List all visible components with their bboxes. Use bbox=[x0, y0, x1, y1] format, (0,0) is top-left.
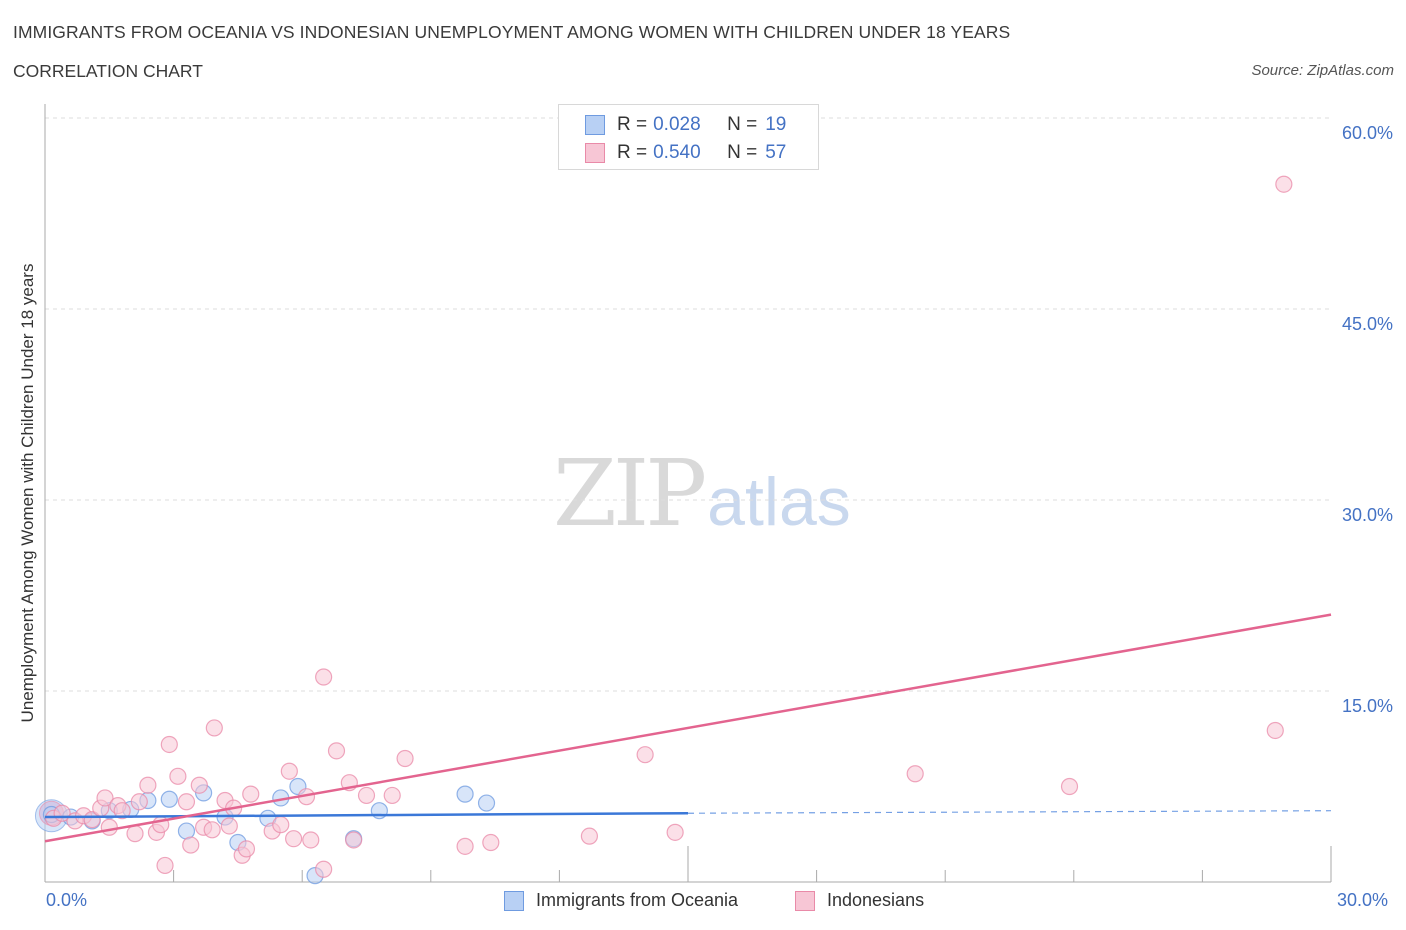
oceania-point bbox=[477, 794, 496, 812]
indonesian-point bbox=[906, 765, 924, 783]
indonesian-point bbox=[169, 767, 187, 785]
stats-legend-row-indonesians: R = 0.540 N = 57 bbox=[585, 141, 786, 165]
indonesian-point bbox=[456, 837, 474, 855]
indonesian-point bbox=[205, 719, 223, 737]
axes bbox=[44, 104, 1332, 883]
indonesian-point bbox=[139, 776, 157, 794]
indonesian-point bbox=[383, 786, 401, 805]
indonesian-point bbox=[482, 833, 500, 852]
indonesian-point bbox=[636, 746, 654, 764]
indonesian-point bbox=[357, 786, 376, 805]
indonesian-point bbox=[302, 831, 320, 849]
grid-lines bbox=[45, 117, 1331, 692]
indonesian-point bbox=[237, 840, 256, 858]
indonesian-point bbox=[345, 831, 363, 849]
chart-subtitle: CORRELATION CHART bbox=[13, 61, 203, 81]
indonesian-point bbox=[100, 818, 118, 836]
indonesian-point bbox=[280, 762, 298, 780]
r-label: R = bbox=[617, 142, 648, 163]
oceania-trend-line bbox=[44, 811, 689, 819]
indonesian-point bbox=[203, 821, 221, 839]
indonesian-point bbox=[156, 856, 174, 875]
indonesian-point bbox=[396, 749, 414, 768]
indonesian-point bbox=[1275, 175, 1293, 193]
y-tick-label: 30.0% bbox=[1341, 505, 1393, 525]
indonesian-point bbox=[315, 860, 333, 878]
legend-label: Indonesians bbox=[827, 890, 925, 910]
indonesian-point bbox=[272, 816, 290, 834]
oceania-point bbox=[456, 785, 474, 803]
trend-lines bbox=[44, 613, 1332, 843]
oceania-legend-swatch bbox=[504, 890, 524, 911]
indonesian-point bbox=[327, 742, 346, 760]
oceania-swatch bbox=[585, 115, 605, 135]
indonesian-point bbox=[160, 735, 178, 754]
oceania-trend-extension bbox=[687, 810, 1332, 814]
indonesian-point bbox=[315, 668, 333, 686]
y-tick-label: 60.0% bbox=[1341, 123, 1393, 143]
legend-label: Immigrants from Oceania bbox=[536, 890, 739, 910]
oceania-point bbox=[160, 790, 178, 808]
indonesian-trend-line bbox=[44, 613, 1332, 843]
source-credit: Source: ZipAtlas.com bbox=[1251, 62, 1394, 79]
indonesian-point bbox=[126, 825, 144, 843]
chart-title: IMMIGRANTS FROM OCEANIA VS INDONESIAN UN… bbox=[13, 22, 1011, 42]
n-value: 19 bbox=[765, 114, 787, 135]
r-label: R = bbox=[617, 114, 648, 135]
indonesian-point bbox=[242, 785, 260, 803]
y-axis-label: Unemployment Among Women with Children U… bbox=[18, 263, 37, 723]
watermark-zip: ZIP bbox=[553, 440, 707, 547]
indonesian-point bbox=[580, 827, 599, 845]
indonesian-point bbox=[1266, 721, 1284, 740]
indonesian-point bbox=[220, 817, 238, 835]
x-tick-label-max: 30.0% bbox=[1337, 890, 1389, 910]
indonesians-swatch bbox=[585, 143, 605, 163]
y-tick-label: 15.0% bbox=[1341, 696, 1393, 716]
indonesian-point bbox=[666, 823, 684, 841]
indonesian-point bbox=[130, 793, 148, 811]
indonesian-point bbox=[113, 802, 131, 820]
watermark-atlas: atlas bbox=[707, 464, 851, 540]
indonesian-point bbox=[285, 830, 303, 848]
r-value: 0.540 bbox=[653, 142, 701, 163]
indonesian-point bbox=[177, 793, 196, 811]
legend-item-oceania: Immigrants from Oceania bbox=[504, 890, 738, 911]
indonesian-point bbox=[190, 776, 208, 794]
indonesians-legend-swatch bbox=[795, 890, 815, 911]
n-label: N = bbox=[727, 142, 758, 163]
indonesian-point bbox=[182, 836, 200, 854]
x-tick-label-min: 0.0% bbox=[46, 890, 88, 910]
n-label: N = bbox=[727, 114, 758, 135]
stats-legend-row-oceania: R = 0.028 N = 19 bbox=[585, 113, 786, 137]
n-value: 57 bbox=[765, 142, 787, 163]
watermark: ZIPatlas bbox=[553, 440, 851, 547]
stats-legend: R = 0.028 N = 19 R = 0.540 N = 57 bbox=[558, 104, 819, 170]
indonesian-point bbox=[96, 789, 114, 807]
data-points bbox=[34, 175, 1293, 885]
legend-item-indonesians: Indonesians bbox=[795, 890, 924, 911]
r-value: 0.028 bbox=[653, 114, 701, 135]
indonesian-point bbox=[1060, 777, 1079, 796]
y-tick-label: 45.0% bbox=[1341, 314, 1393, 334]
